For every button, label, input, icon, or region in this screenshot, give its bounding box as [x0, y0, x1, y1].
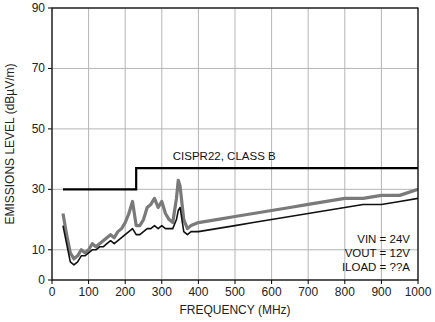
tick-label: 900	[371, 285, 391, 299]
tick-label: 0	[49, 285, 56, 299]
y-axis-label: EMISSIONS LEVEL (dBµV/m)	[3, 63, 17, 224]
plot-area	[63, 168, 418, 265]
plot-frame	[52, 8, 418, 280]
grid-line	[235, 8, 236, 280]
tick-label: 100	[79, 285, 99, 299]
emission-trace	[63, 198, 418, 264]
annotation: VIN = 24V	[357, 233, 410, 245]
tick-label: 700	[298, 285, 318, 299]
grid-line	[161, 8, 162, 280]
grid-line	[125, 8, 126, 280]
grid-line	[198, 8, 199, 280]
annotation: ILOAD = ??A	[342, 261, 410, 273]
limit-label: CISPR22, CLASS B	[173, 150, 276, 162]
tick-label: 500	[225, 285, 245, 299]
tick-label: 200	[115, 285, 135, 299]
annotation: VOUT = 12V	[345, 247, 411, 259]
tick-label: 600	[262, 285, 282, 299]
grid-line	[344, 8, 345, 280]
tick-label: 70	[32, 61, 46, 75]
tick-label: 300	[152, 285, 172, 299]
tick-label: 0	[38, 273, 45, 287]
tick-label: 30	[32, 182, 46, 196]
grid-line	[308, 8, 309, 280]
tick-label: 90	[32, 1, 46, 15]
tick-label: 50	[32, 122, 46, 136]
grid-line	[88, 8, 89, 280]
tick-label: 10	[32, 243, 46, 257]
chart: 0103050709001002003004005006007008009001…	[0, 0, 435, 322]
tick-label: 400	[188, 285, 208, 299]
tick-label: 1000	[405, 285, 432, 299]
emission-trace	[63, 180, 418, 259]
limit-line	[63, 168, 418, 189]
grid-line	[271, 8, 272, 280]
tick-label: 800	[335, 285, 355, 299]
x-axis-label: FREQUENCY (MHz)	[179, 303, 290, 317]
page: {"chart_data": { "type": "line", "x_labe…	[0, 0, 435, 322]
